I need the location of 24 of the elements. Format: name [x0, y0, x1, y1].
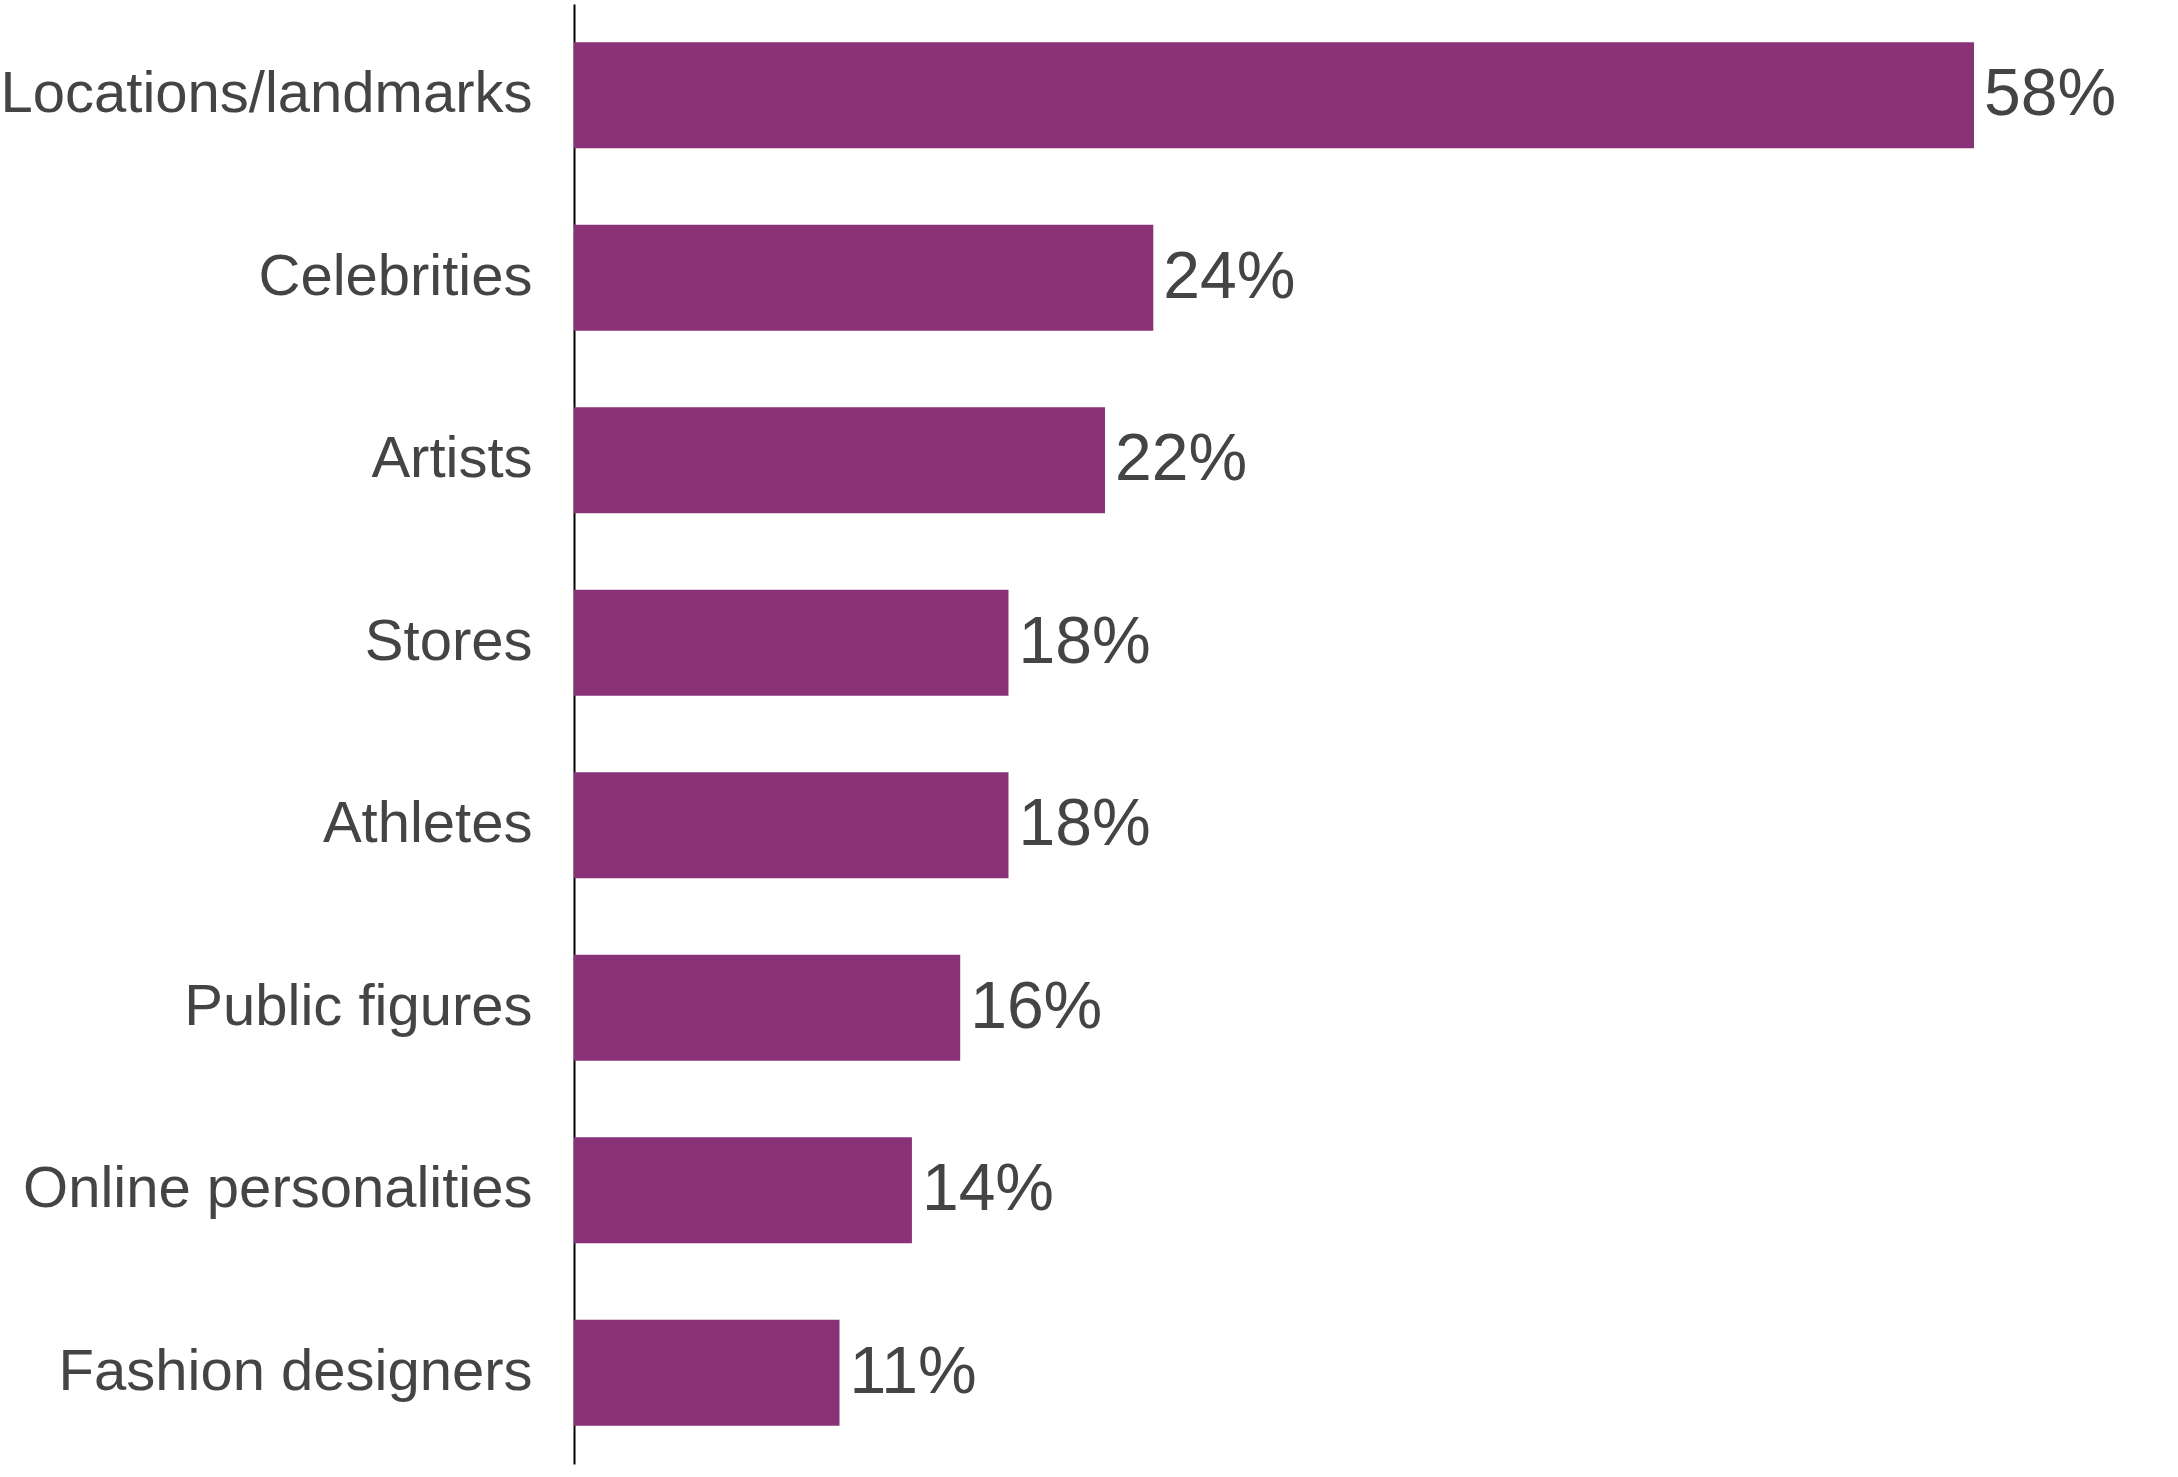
y-tick-label: Public figures — [184, 971, 533, 1037]
bar — [574, 772, 1009, 879]
bar — [574, 407, 1106, 514]
y-tick-label: Online personalities — [23, 1154, 533, 1220]
bar — [574, 589, 1009, 696]
data-label: 18% — [1018, 602, 1151, 677]
y-tick-label: Stores — [364, 606, 533, 672]
y-tick-label: Fashion designers — [58, 1336, 533, 1402]
data-label: 14% — [921, 1150, 1055, 1225]
data-label: 16% — [970, 967, 1103, 1042]
data-label: 18% — [1018, 785, 1151, 860]
bar — [574, 1319, 840, 1426]
y-tick-label: Athletes — [322, 789, 533, 855]
bar — [574, 954, 961, 1061]
data-label: 11% — [849, 1332, 977, 1407]
bar — [574, 224, 1154, 331]
y-tick-label: Locations/landmarks — [0, 59, 533, 125]
y-tick-label: Artists — [371, 424, 533, 490]
y-tick-label: Celebrities — [258, 241, 533, 307]
data-label: 24% — [1163, 237, 1296, 312]
bar — [574, 42, 1974, 149]
data-label: 22% — [1115, 420, 1248, 495]
bar — [574, 1137, 912, 1244]
data-label: 58% — [1984, 55, 2117, 130]
